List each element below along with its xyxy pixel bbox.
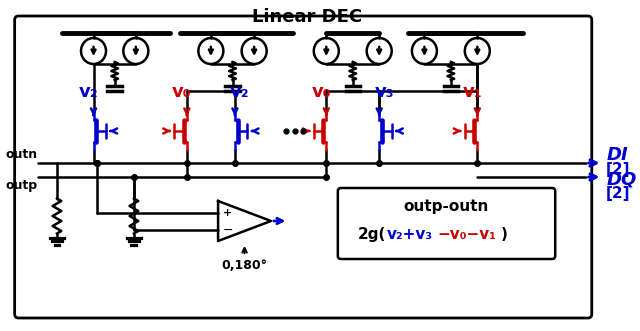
Text: DI: DI [606, 146, 628, 164]
Text: v₂: v₂ [79, 83, 99, 101]
Text: v₀: v₀ [312, 83, 331, 101]
Text: Linear DEC: Linear DEC [252, 8, 362, 26]
FancyBboxPatch shape [15, 16, 592, 318]
Text: 0,180°: 0,180° [221, 259, 268, 272]
Text: [2]: [2] [606, 162, 630, 176]
Text: v₂: v₂ [230, 83, 250, 101]
Text: outp: outp [6, 179, 38, 192]
Text: ): ) [500, 226, 508, 242]
Text: v₀: v₀ [172, 83, 191, 101]
Text: v₁: v₁ [463, 83, 482, 101]
Text: outn: outn [6, 148, 38, 161]
Text: −v₀−v₁: −v₀−v₁ [437, 226, 496, 242]
Text: −: − [223, 223, 233, 237]
Text: v₂+v₃: v₂+v₃ [387, 226, 433, 242]
Text: 2g(: 2g( [358, 226, 387, 242]
Text: [2]: [2] [606, 185, 630, 201]
Text: outp-outn: outp-outn [404, 199, 489, 213]
Text: v₃: v₃ [374, 83, 394, 101]
Text: +: + [223, 208, 232, 218]
Text: DQ: DQ [606, 170, 636, 188]
FancyBboxPatch shape [338, 188, 556, 259]
